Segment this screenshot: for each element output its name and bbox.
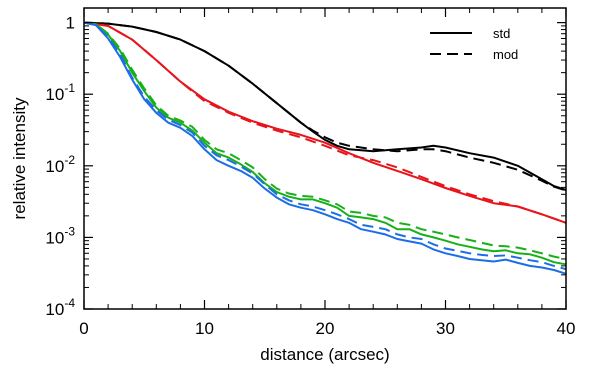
- y-tick-label: 1: [66, 14, 75, 33]
- y-tick-label: 10-2: [45, 153, 75, 176]
- x-tick-label: 0: [79, 319, 88, 338]
- series-line-4: [83, 21, 567, 266]
- y-tick-base: 10: [45, 228, 64, 247]
- legend: std mod: [430, 26, 518, 62]
- x-tick-label: 40: [557, 319, 576, 338]
- y-tick-exponent: -4: [64, 296, 75, 310]
- y-tick-base: 10: [45, 85, 64, 104]
- x-tick-label: 10: [195, 319, 214, 338]
- y-tick-label: 10-3: [45, 224, 75, 247]
- y-tick-base: 1: [66, 14, 75, 33]
- legend-label-mod: mod: [493, 47, 518, 62]
- series-line-1: [83, 21, 567, 192]
- legend-label-std: std: [493, 26, 510, 41]
- series-line-5: [83, 21, 567, 260]
- x-axis-title: distance (arcsec): [260, 345, 389, 364]
- y-tick-base: 10: [45, 300, 64, 319]
- series-line-7: [83, 21, 567, 271]
- y-tick-exponent: -2: [64, 153, 75, 167]
- y-tick-base: 10: [45, 157, 64, 176]
- x-tick-label: 30: [436, 319, 455, 338]
- series-line-0: [83, 21, 567, 191]
- series-layer: [83, 21, 567, 275]
- y-tick-label: 10-1: [45, 81, 75, 104]
- series-line-3: [83, 21, 567, 224]
- y-axis-title: relative intensity: [10, 97, 29, 219]
- y-tick-exponent: -1: [64, 81, 75, 95]
- series-line-6: [83, 21, 567, 275]
- x-tick-label: 20: [316, 319, 335, 338]
- y-tick-exponent: -3: [64, 224, 75, 238]
- y-tick-label: 10-4: [45, 296, 75, 319]
